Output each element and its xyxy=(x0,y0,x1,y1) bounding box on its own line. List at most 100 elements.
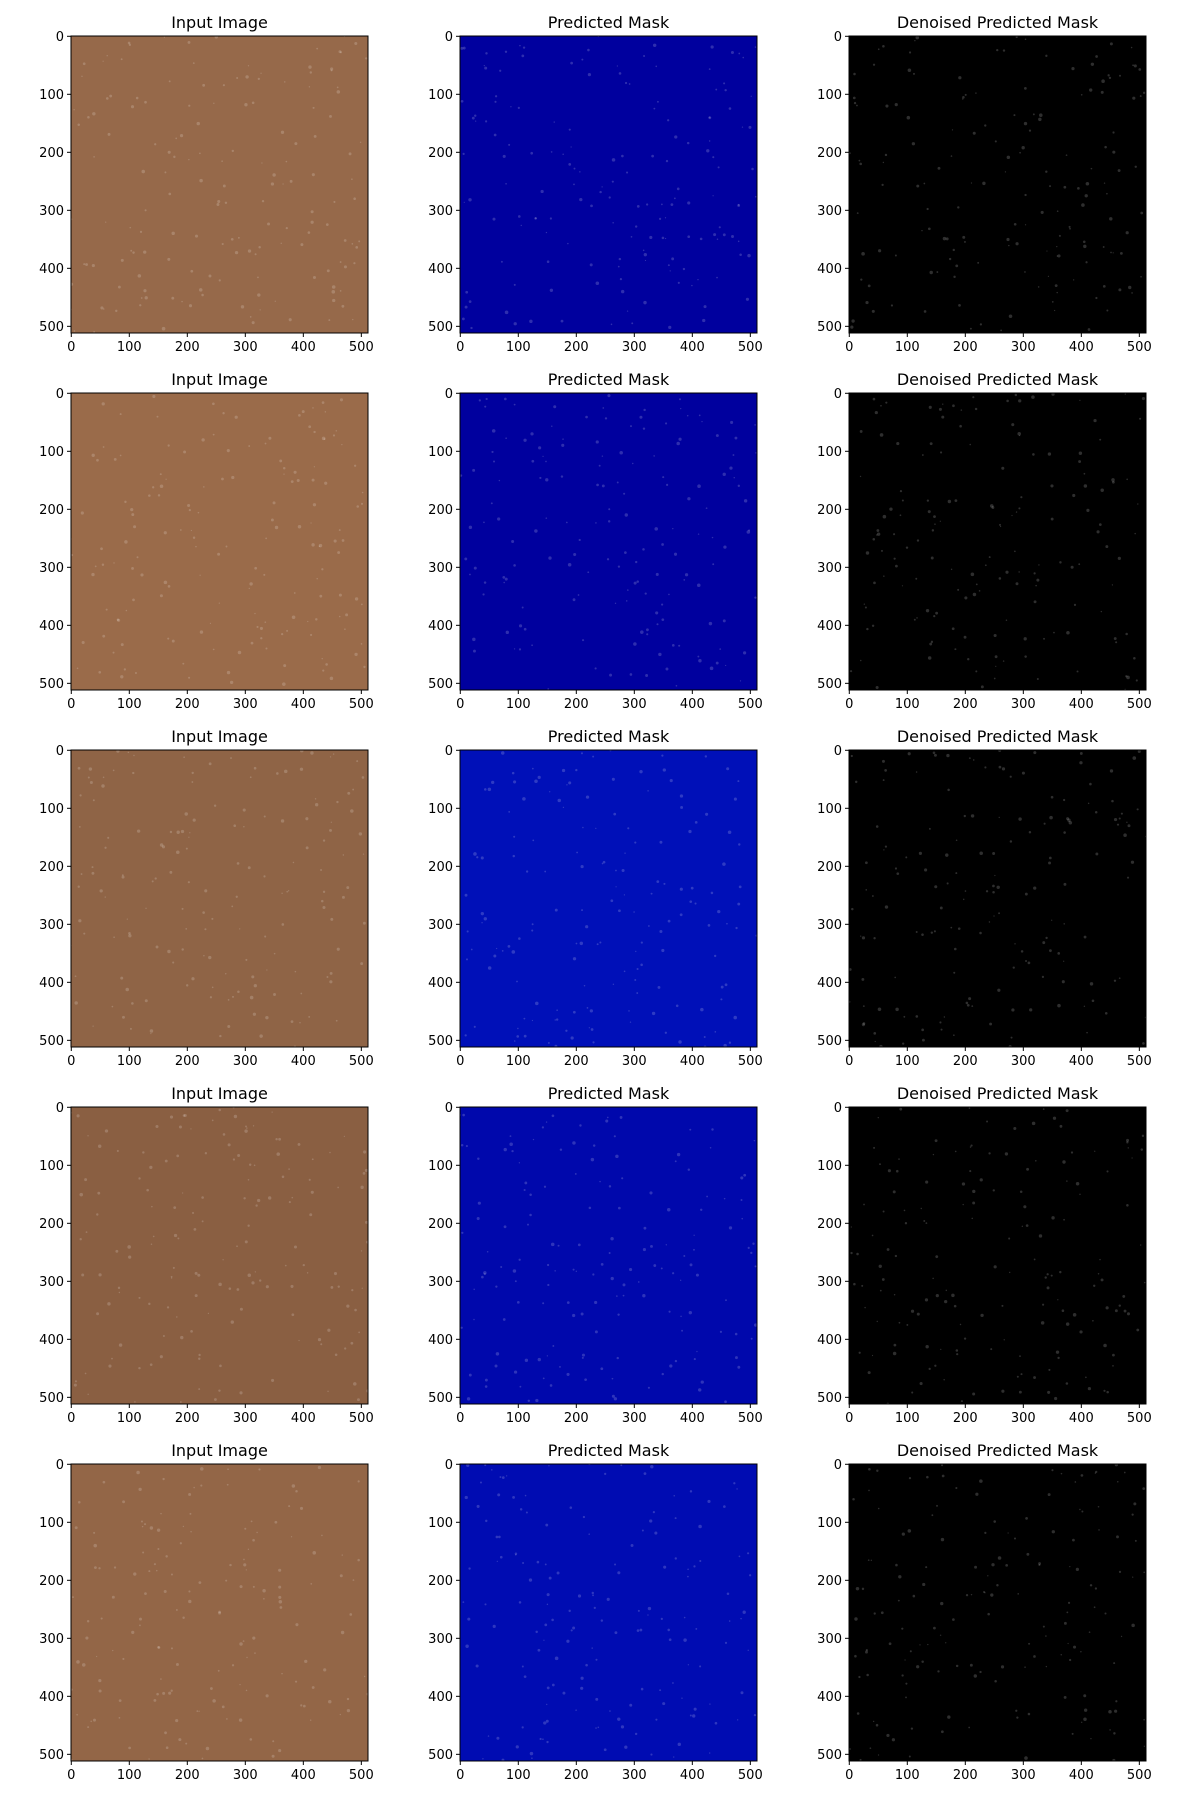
image-texture xyxy=(687,497,691,501)
image-texture xyxy=(904,1222,908,1225)
image-texture xyxy=(321,568,324,571)
image-texture xyxy=(485,52,488,55)
x-tick-label: 0 xyxy=(67,1768,75,1783)
image-texture xyxy=(1072,279,1075,281)
image-texture xyxy=(481,922,483,924)
image-texture xyxy=(549,217,553,220)
image-texture xyxy=(159,484,164,489)
image-texture xyxy=(1015,1709,1018,1712)
image-texture xyxy=(871,309,875,313)
image-texture xyxy=(281,1672,283,1675)
image-texture xyxy=(637,1609,640,1612)
y-tick-label: 200 xyxy=(817,1217,842,1232)
image-texture xyxy=(581,1353,585,1357)
image-texture xyxy=(140,573,144,577)
image-texture xyxy=(341,443,343,446)
y-tick-label: 200 xyxy=(39,503,64,518)
image-texture xyxy=(86,1620,90,1623)
image-texture xyxy=(478,399,481,402)
image-texture xyxy=(724,983,728,987)
image-texture xyxy=(460,46,464,50)
y-tick-label: 300 xyxy=(428,204,453,219)
image-texture xyxy=(735,1356,738,1360)
image-texture xyxy=(991,1563,995,1567)
image-texture xyxy=(148,1570,151,1573)
image-texture xyxy=(1009,840,1013,843)
image-texture xyxy=(1075,1567,1079,1571)
image-texture xyxy=(499,69,502,72)
image-texture xyxy=(279,1606,283,1609)
image-texture xyxy=(300,1704,303,1707)
image-texture xyxy=(611,158,616,162)
image-texture xyxy=(969,1146,972,1148)
image-texture xyxy=(628,83,631,85)
image-texture xyxy=(170,1573,173,1576)
image-texture xyxy=(171,231,175,236)
image-texture xyxy=(1112,1758,1116,1763)
image-texture xyxy=(254,1652,256,1654)
image-texture xyxy=(687,1168,691,1171)
image-texture xyxy=(79,1192,84,1197)
image-texture xyxy=(154,877,157,880)
image-texture xyxy=(118,285,121,289)
image-texture xyxy=(853,101,857,105)
image-texture xyxy=(620,1725,625,1729)
image-texture xyxy=(953,1034,955,1037)
image-texture xyxy=(873,937,876,940)
image-texture xyxy=(724,88,727,92)
image-texture xyxy=(161,845,166,849)
image-texture xyxy=(290,1536,293,1538)
image-texture xyxy=(693,1248,695,1251)
image-texture xyxy=(618,1206,621,1210)
image-texture xyxy=(931,529,935,532)
image-texture xyxy=(927,1643,929,1646)
image-texture xyxy=(209,1687,213,1690)
image-texture xyxy=(283,664,287,668)
image-texture xyxy=(971,1005,974,1008)
axes-frame xyxy=(848,392,1147,691)
image-texture xyxy=(583,985,586,987)
image-texture xyxy=(660,1617,663,1620)
image-texture xyxy=(994,140,997,143)
image-texture xyxy=(1002,660,1005,662)
image-texture xyxy=(81,641,85,645)
image-texture xyxy=(606,1597,610,1601)
image-texture xyxy=(944,1299,948,1304)
image-texture xyxy=(1068,1658,1072,1662)
image-texture xyxy=(104,846,107,849)
image-texture xyxy=(896,872,900,876)
image-texture xyxy=(700,1380,704,1384)
image-texture xyxy=(1109,1729,1111,1731)
image-texture xyxy=(550,151,553,153)
image-texture xyxy=(873,1612,876,1615)
image-texture xyxy=(910,1309,915,1313)
image-texture xyxy=(483,1272,486,1275)
x-tick-label: 300 xyxy=(622,1054,647,1069)
image-texture xyxy=(1115,1700,1118,1703)
image-texture xyxy=(1083,1708,1088,1712)
image-texture xyxy=(719,1330,723,1333)
image-texture xyxy=(164,1159,168,1163)
image-texture xyxy=(74,1001,78,1005)
image-texture xyxy=(1024,38,1027,41)
image-texture xyxy=(248,587,250,590)
image-texture xyxy=(650,1465,654,1469)
image-texture xyxy=(658,217,662,220)
image-texture xyxy=(202,83,206,87)
image-texture xyxy=(1086,508,1090,512)
image-texture xyxy=(96,458,99,462)
image-texture xyxy=(168,1691,172,1695)
image-texture xyxy=(653,1264,657,1267)
image-texture xyxy=(867,1371,871,1375)
axes-frame xyxy=(70,1463,369,1762)
image-texture xyxy=(498,1535,501,1539)
image-texture xyxy=(537,1648,541,1652)
image-texture xyxy=(737,780,740,783)
image-texture xyxy=(115,309,118,313)
image-texture xyxy=(687,1568,689,1571)
image-texture xyxy=(1056,245,1058,248)
image-texture xyxy=(903,1209,906,1212)
image-texture xyxy=(990,1593,994,1597)
